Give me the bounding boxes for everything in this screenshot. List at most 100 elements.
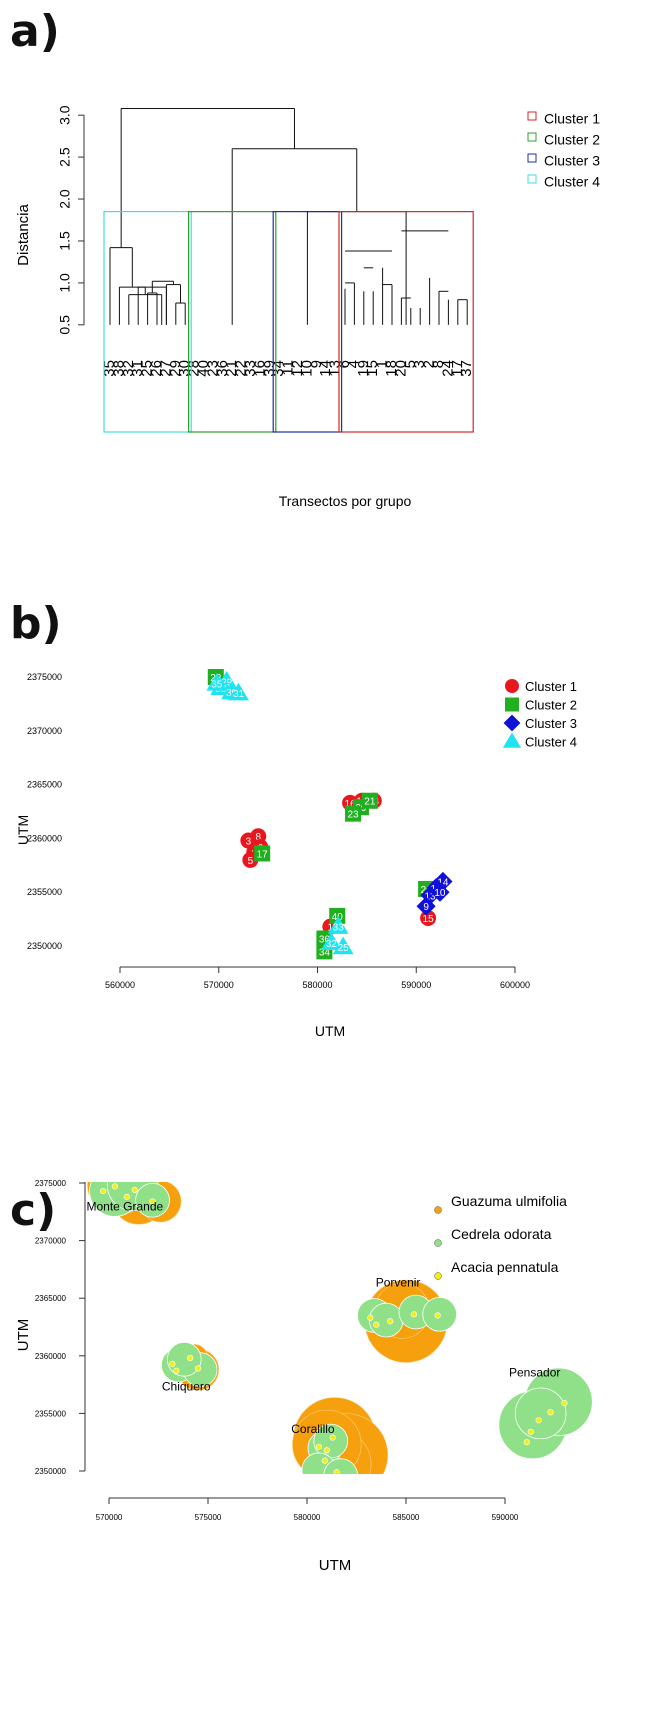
site-label: Porvenir <box>376 1276 421 1290</box>
cluster-rect <box>188 211 277 433</box>
leaf-label: 2 <box>421 360 438 368</box>
leaf-label: 38 <box>110 360 127 377</box>
acacia-dot <box>323 1447 330 1454</box>
leaf-label: 14 <box>317 360 334 377</box>
y-tick-label: 2.5 <box>57 147 73 167</box>
point-label: 32 <box>326 939 338 950</box>
legend-label: Cedrela odorata <box>451 1226 552 1242</box>
y-tick-label: 2370000 <box>27 726 62 736</box>
point-label: 25 <box>338 943 350 954</box>
species-bubble-map: 570000 575000 580000 585000 590000 2350000 235… <box>15 1179 593 1574</box>
point-label: 29 <box>221 677 233 688</box>
panel-label-c: c) <box>10 1185 57 1236</box>
leaf-label: 33 <box>242 360 259 377</box>
y-tick-label: 2370000 <box>35 1237 67 1246</box>
cluster-scatter-chart: 560000 570000 580000 590000 6000002350000235… <box>15 669 577 1039</box>
acacia-dot <box>169 1360 176 1367</box>
acacia-dot <box>547 1409 554 1416</box>
y-tick-label: 2360000 <box>27 833 62 843</box>
point-label: 30 <box>226 688 238 699</box>
data-point <box>503 714 521 732</box>
x-tick-label: 560000 <box>105 980 135 990</box>
leaf-label: 37 <box>458 360 475 377</box>
leaf-label: 9 <box>308 360 325 368</box>
y-axis-label: UTM <box>15 815 31 845</box>
legend-marker <box>434 1239 442 1247</box>
site-label: Coralillo <box>291 1422 335 1436</box>
panel-label-a: a) <box>10 6 60 57</box>
point-label: 16 <box>345 799 357 810</box>
leaf-label: 18 <box>383 360 400 377</box>
legend-label: Cluster 2 <box>525 698 577 713</box>
leaf-label: 21 <box>223 360 240 377</box>
acacia-dot <box>195 1365 202 1372</box>
acacia-dot <box>111 1183 119 1190</box>
leaf-label: 25 <box>139 360 156 377</box>
point-label: 14 <box>437 877 449 888</box>
legend-swatch <box>527 174 537 184</box>
point-label: 9 <box>423 902 429 913</box>
acacia-dot <box>367 1314 374 1321</box>
acacia-dot <box>131 1186 138 1194</box>
bubble-layer <box>87 1182 593 1474</box>
cluster-rect <box>272 211 343 433</box>
acacia-dot <box>527 1428 534 1435</box>
legend-swatch <box>527 111 537 121</box>
acacia-dot <box>99 1187 107 1195</box>
point-label: 23 <box>347 810 359 821</box>
acacia-dot <box>321 1457 328 1464</box>
x-tick-label: 590000 <box>401 980 431 990</box>
y-tick-label: 2.0 <box>57 189 73 209</box>
data-point <box>206 673 228 691</box>
leaf-label: 26 <box>148 360 165 377</box>
leaf-label: 32 <box>120 360 137 377</box>
acacia-dot <box>123 1193 130 1200</box>
leaf-label: 4 <box>345 360 362 368</box>
leaf-label: 12 <box>289 360 306 377</box>
point-label: 29 <box>355 803 367 814</box>
x-tick-label: 580000 <box>302 980 332 990</box>
point-label: 5 <box>248 856 254 867</box>
x-tick-label: 590000 <box>492 1513 519 1522</box>
legend-marker <box>434 1272 442 1280</box>
data-point <box>505 697 519 712</box>
y-tick-label: 1.5 <box>57 231 73 251</box>
data-point <box>320 932 342 950</box>
point-label: 13 <box>425 891 437 902</box>
legend-label: Cluster 4 <box>525 735 577 750</box>
data-point <box>332 936 354 955</box>
leaf-label: 23 <box>204 360 221 377</box>
cedrela-bubble <box>323 1458 358 1474</box>
leaf-label: 19 <box>355 360 372 377</box>
data-point <box>327 916 349 934</box>
leaf-label: 10 <box>298 360 315 377</box>
acacia-dot <box>535 1417 542 1424</box>
leaf-label: 22 <box>233 360 250 377</box>
data-point <box>505 679 519 693</box>
acacia-dot <box>561 1399 568 1407</box>
y-tick-label: 2375000 <box>35 1179 67 1188</box>
leaf-label: 17 <box>449 360 466 377</box>
legend-swatch <box>527 153 537 163</box>
legend-label: Acacia pennatula <box>451 1259 559 1275</box>
y-tick-label: 0.5 <box>57 315 73 335</box>
x-axis-label: Transectos por grupo <box>279 493 412 509</box>
y-tick-label: 2355000 <box>27 887 62 897</box>
leaf-label: 15 <box>364 360 381 377</box>
leaf-label: 28 <box>186 360 203 377</box>
data-point <box>254 845 271 862</box>
y-axis-label: UTM <box>15 1319 32 1352</box>
dendrogram-chart: 0.5 1.0 1.5 2.0 2.5 3.0 Distancia Transectos po… <box>15 105 600 509</box>
legend-label: Guazuma ulmifolia <box>451 1193 567 1209</box>
acacia-dot <box>187 1355 194 1362</box>
legend-label: Cluster 3 <box>525 716 577 731</box>
data-point <box>345 805 362 822</box>
y-tick-label: 2350000 <box>35 1467 67 1476</box>
cluster-rect <box>338 211 474 433</box>
y-tick-label: 2350000 <box>27 941 62 951</box>
acacia-dot <box>387 1318 394 1325</box>
acacia-dot <box>523 1439 530 1446</box>
leaf-label: 40 <box>195 360 212 377</box>
y-axis-label: Distancia <box>15 204 32 266</box>
cedrela-bubble <box>368 1302 404 1338</box>
